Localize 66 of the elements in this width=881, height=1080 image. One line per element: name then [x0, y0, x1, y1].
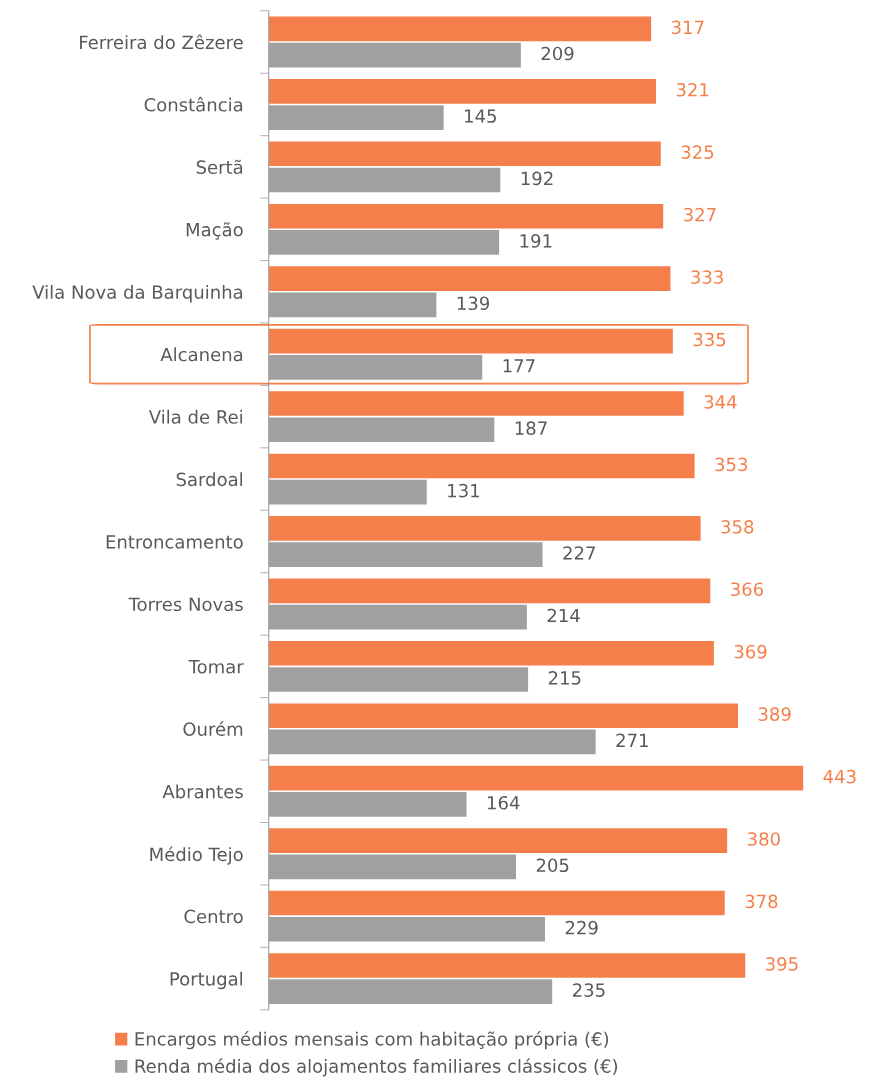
bar [268, 391, 684, 416]
data-label: 443 [823, 769, 856, 784]
data-label: 327 [684, 207, 716, 222]
data-label: 191 [520, 234, 552, 248]
legend-label: Encargos médios mensais com habitação própria (€) [135, 1031, 609, 1050]
bar [268, 516, 701, 541]
data-label: 205 [536, 858, 569, 873]
data-label: 369 [734, 644, 767, 659]
data-label: 209 [541, 46, 574, 61]
data-label: 214 [547, 608, 580, 623]
bar [268, 453, 695, 479]
y-tick-label: Médio Tejo [150, 846, 243, 865]
data-label: 335 [693, 332, 726, 347]
y-tick-label: Vila de Rei [148, 409, 243, 424]
bar [268, 765, 804, 791]
y-tick-label: Ourém [183, 721, 243, 736]
data-label: 235 [572, 983, 605, 997]
y-tick-label: Tomar [188, 660, 244, 674]
bar [268, 141, 661, 167]
bar [268, 828, 728, 853]
data-label: 380 [747, 832, 780, 846]
data-label: 344 [704, 395, 737, 409]
data-label: 177 [503, 359, 535, 373]
data-label: 145 [465, 109, 496, 123]
data-label: 131 [448, 483, 479, 498]
bar [268, 203, 664, 229]
data-label: 395 [766, 957, 798, 971]
y-tick-label: Mação [186, 222, 243, 240]
bar [268, 953, 746, 978]
y-tick-label: Centro [184, 909, 243, 924]
y-tick-label: Sardoal [176, 472, 243, 487]
y-tick-label: Entroncamento [106, 535, 243, 549]
bar [268, 79, 656, 104]
data-label: 227 [563, 546, 595, 560]
y-tick-label: Vila Nova da Barquinha [32, 284, 243, 303]
data-label: 192 [521, 171, 553, 186]
y-tick-label: Sertã [196, 159, 243, 175]
data-label: 378 [745, 894, 778, 909]
data-label: 187 [515, 421, 547, 435]
bar [268, 640, 714, 666]
y-tick-label: Torres Novas [128, 597, 243, 612]
bar [268, 16, 652, 42]
data-label: 389 [758, 707, 791, 721]
y-tick-label: Alcanena [160, 347, 243, 362]
data-label: 333 [691, 270, 723, 284]
data-label: 325 [681, 145, 714, 160]
bar [268, 703, 738, 729]
data-label: 164 [487, 795, 520, 810]
data-label: 317 [671, 20, 704, 35]
data-label: 271 [616, 733, 648, 747]
data-label: 321 [676, 82, 709, 97]
data-label: 366 [731, 582, 764, 597]
bar [268, 266, 671, 291]
y-tick-label: Portugal [170, 971, 243, 990]
bar [268, 890, 725, 916]
data-label: 139 [457, 296, 490, 311]
y-tick-label: Ferreira do Zêzere [80, 34, 243, 50]
y-tick-label: Constância [144, 96, 243, 112]
y-tick-label: Abrantes [162, 784, 243, 799]
data-label: 358 [721, 519, 754, 534]
data-label: 353 [715, 457, 748, 472]
bar [268, 328, 673, 354]
legend-label: Renda média dos alojamentos familiares clássicos (€) [135, 1058, 618, 1077]
data-label: 215 [548, 671, 581, 685]
data-label: 229 [565, 920, 598, 935]
bar [268, 578, 711, 604]
